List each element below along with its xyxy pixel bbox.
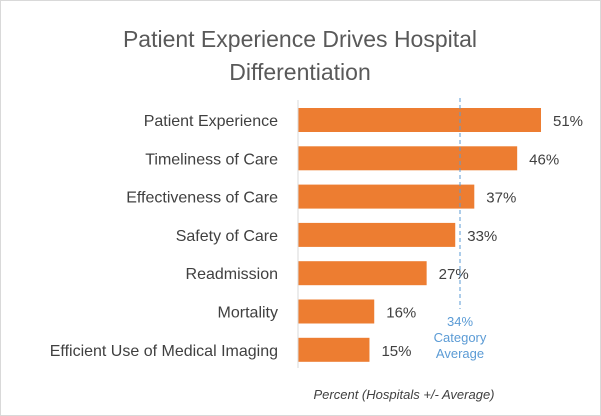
chart-title-line-2: Differentiation (229, 59, 371, 85)
bar-2 (298, 184, 475, 209)
x-axis-label: Percent (Hospitals +/- Average) (314, 387, 495, 402)
category-label-3: Safety of Care (176, 228, 278, 245)
bar-6 (298, 337, 370, 362)
category-average-label-0: 34% (447, 314, 473, 329)
value-label-6: 15% (381, 343, 411, 360)
category-label-0: Patient Experience (144, 113, 278, 130)
bar-1 (298, 146, 518, 171)
category-average-label-2: Average (436, 346, 484, 361)
bar-4 (298, 261, 427, 286)
category-average-label-1: Category (434, 330, 487, 345)
bars-group: Patient Experience 51% Timeliness of Care 4… (50, 100, 583, 368)
category-label-1: Timeliness of Care (145, 151, 278, 168)
value-label-0: 51% (553, 113, 583, 130)
category-label-4: Readmission (186, 266, 278, 283)
value-label-3: 33% (467, 228, 497, 245)
value-label-5: 16% (386, 305, 416, 322)
value-label-4: 27% (439, 266, 469, 283)
category-label-2: Effectiveness of Care (126, 190, 278, 207)
chart-title-line-1: Patient Experience Drives Hospital (123, 26, 477, 52)
value-label-1: 46% (529, 151, 559, 168)
value-label-2: 37% (486, 190, 516, 207)
bar-5 (298, 299, 375, 324)
category-label-5: Mortality (218, 305, 278, 322)
bar-0 (298, 108, 541, 132)
category-label-6: Efficient Use of Medical Imaging (50, 343, 278, 360)
bar-3 (298, 222, 456, 247)
